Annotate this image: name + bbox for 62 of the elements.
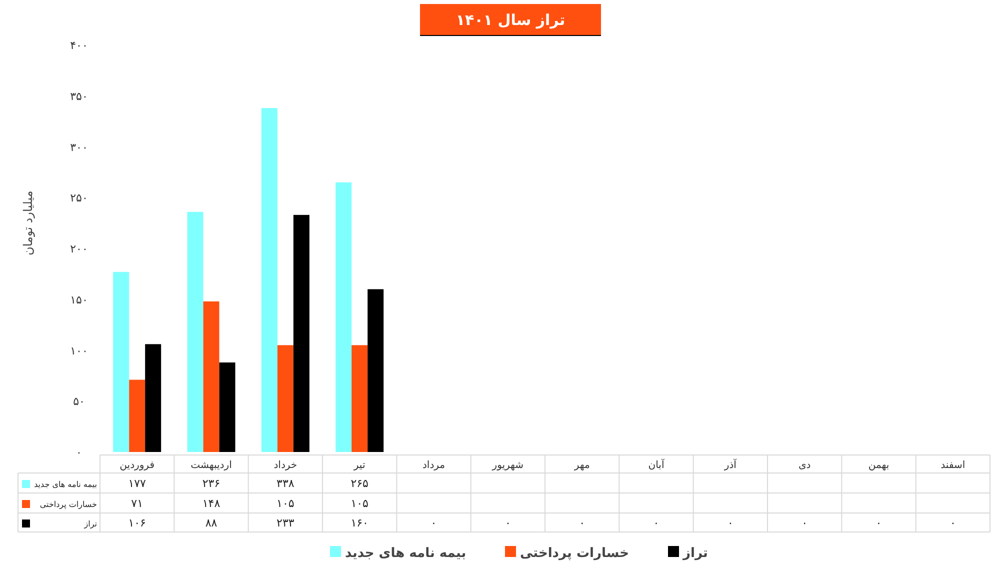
- y-tick-label: ۰: [76, 446, 82, 459]
- chart-title: تراز سال ۱۴۰۱: [456, 11, 566, 29]
- data-label: ۰: [579, 516, 586, 530]
- bar: [277, 345, 294, 452]
- y-tick-label: ۱۰۰: [70, 344, 88, 358]
- x-tick-label: آبان: [648, 458, 666, 471]
- data-label: ۸۸: [205, 516, 218, 530]
- data-label: ۰: [727, 516, 734, 530]
- bar: [203, 301, 220, 452]
- data-label: ۱۴۸: [202, 497, 220, 510]
- bar: [145, 344, 162, 452]
- y-tick-label: ۱۵۰: [70, 293, 88, 306]
- y-tick-label: ۳۰۰: [70, 140, 88, 154]
- data-label: ۷۱: [131, 497, 143, 510]
- data-label: ۱۷۷: [128, 477, 146, 490]
- x-tick-label: فروردین: [120, 460, 155, 471]
- y-tick-label: ۲۵۰: [70, 192, 88, 205]
- legend-label: خسارات پرداختی: [40, 500, 98, 509]
- data-label: ۰: [950, 516, 956, 530]
- y-axis-title: میلیارد تومان: [21, 190, 35, 256]
- data-label: ۰: [653, 516, 660, 530]
- x-tick-label: تیر: [352, 460, 366, 471]
- bar: [352, 345, 368, 452]
- text: تراز: [84, 520, 97, 528]
- bar: [336, 182, 352, 452]
- x-tick-label: شهریور: [491, 460, 524, 471]
- data-label: ۰: [430, 516, 437, 530]
- data-label: ۱۰۶: [128, 516, 146, 530]
- y-tick-label: ۲۰۰: [70, 242, 88, 256]
- legend-label: تراز: [682, 546, 708, 561]
- bar: [293, 214, 310, 452]
- y-tick-label: ۳۵۰: [70, 90, 88, 103]
- legend-item: بیمه نامه های جدید: [330, 546, 466, 561]
- bar: [129, 380, 146, 452]
- bar: [261, 108, 278, 452]
- x-tick-label: خرداد: [274, 460, 298, 471]
- y-tick-label: ۵۰: [73, 395, 85, 408]
- x-tick-label: مهر: [573, 460, 590, 471]
- x-tick-label: دی: [798, 460, 811, 471]
- data-label: ۲۳۶: [202, 477, 220, 490]
- data-label: ۱۰۵: [350, 497, 369, 510]
- x-tick-label: اسفند: [940, 460, 966, 471]
- bar: [187, 212, 204, 452]
- x-tick-label: آذر: [723, 458, 738, 471]
- legend-label: بیمه نامه های جدید: [34, 480, 97, 489]
- data-label: ۲۳۳: [276, 516, 294, 530]
- data-label: ۰: [876, 516, 882, 530]
- legend-item: خسارات پرداختی: [505, 546, 629, 561]
- bar: [368, 289, 384, 452]
- bar: [219, 362, 236, 452]
- data-label: ۲۶۵: [350, 477, 369, 490]
- x-tick-label: بهمن: [868, 460, 890, 471]
- x-tick-label: اردیبهشت: [190, 460, 232, 471]
- x-tick-label: مرداد: [422, 460, 446, 471]
- data-label: ۰: [802, 516, 808, 530]
- y-tick-label: ۴۰۰: [70, 39, 88, 52]
- data-label: ۰: [504, 516, 511, 530]
- legend-item: تراز: [668, 546, 708, 561]
- data-label: ۳۳۸: [276, 477, 294, 490]
- bar: [113, 272, 130, 452]
- data-label: ۱۶۰: [350, 516, 368, 530]
- data-label: ۱۰۵: [276, 497, 294, 510]
